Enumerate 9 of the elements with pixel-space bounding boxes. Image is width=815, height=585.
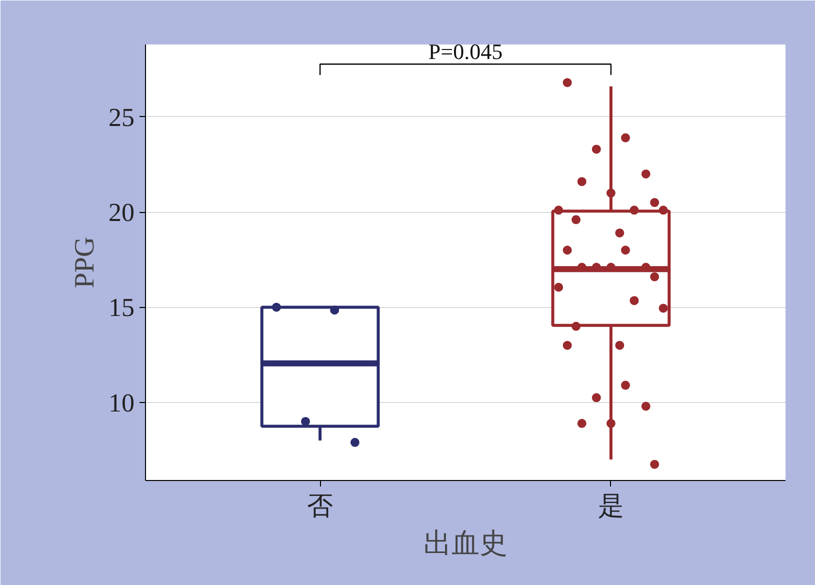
y-tick-label: 25: [108, 102, 134, 132]
annotation: P=0.045: [428, 39, 503, 64]
y-tick-label: 10: [108, 388, 134, 418]
y-axis-title: PPG: [70, 236, 100, 288]
x-tick-label: 是: [598, 492, 624, 520]
y-tick-label: 20: [108, 198, 134, 228]
x-tick-label: 否: [307, 492, 334, 520]
x-axis-title: 出血史: [424, 528, 508, 560]
y-tick-label: 15: [108, 293, 134, 322]
